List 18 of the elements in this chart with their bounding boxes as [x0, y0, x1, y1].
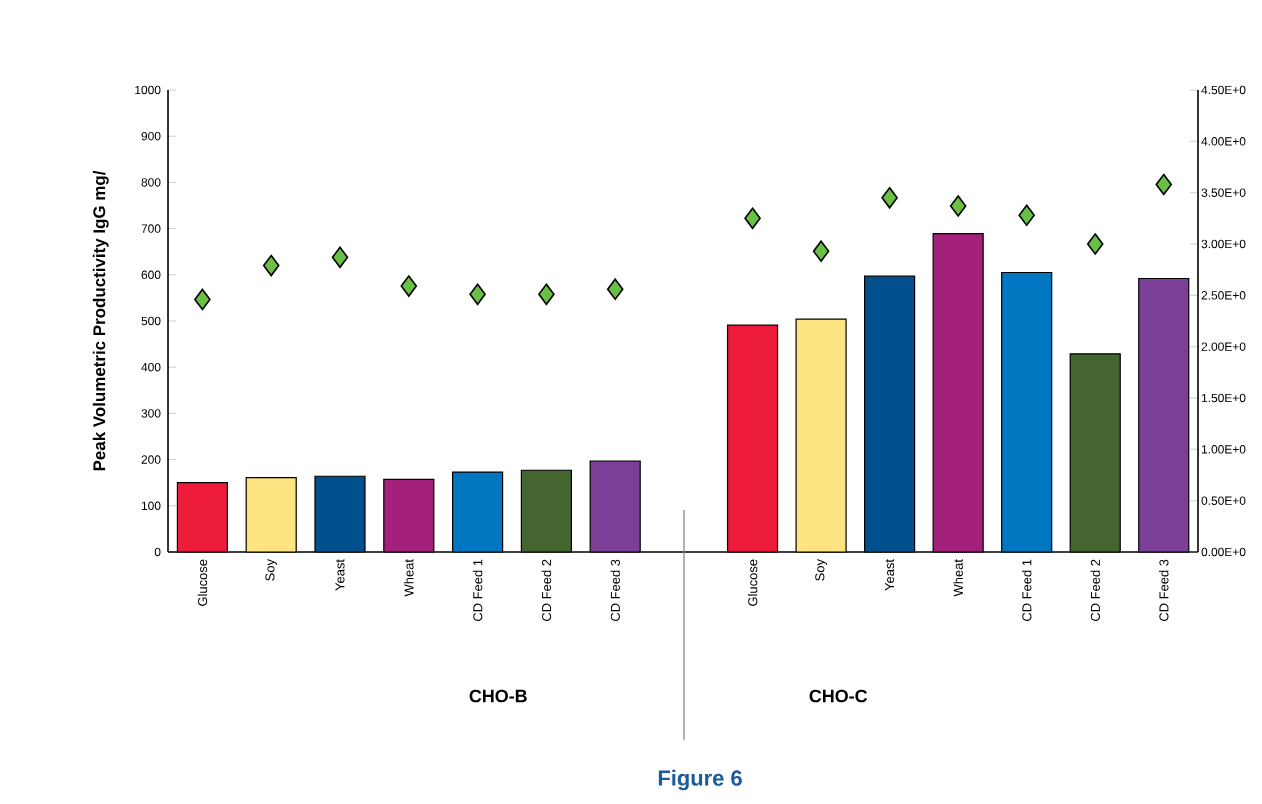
point: [881, 187, 898, 209]
point: [538, 283, 555, 306]
x-axis-title: CHO-C: [809, 689, 868, 703]
point: [1155, 173, 1173, 196]
point: [1086, 233, 1104, 255]
point: [1018, 204, 1035, 227]
point: [606, 278, 624, 300]
point: [331, 246, 349, 269]
point: [194, 288, 211, 311]
point: [744, 207, 761, 230]
point: [949, 195, 967, 217]
caption: Figure 6: [658, 769, 742, 791]
point: [262, 254, 280, 277]
point: [812, 240, 830, 262]
y-axis-title: Peak Volumetric Productivity IgG mg/: [92, 170, 109, 471]
x-axis-title: CHO-B: [469, 689, 527, 703]
point: [400, 275, 418, 297]
point: [469, 283, 486, 306]
